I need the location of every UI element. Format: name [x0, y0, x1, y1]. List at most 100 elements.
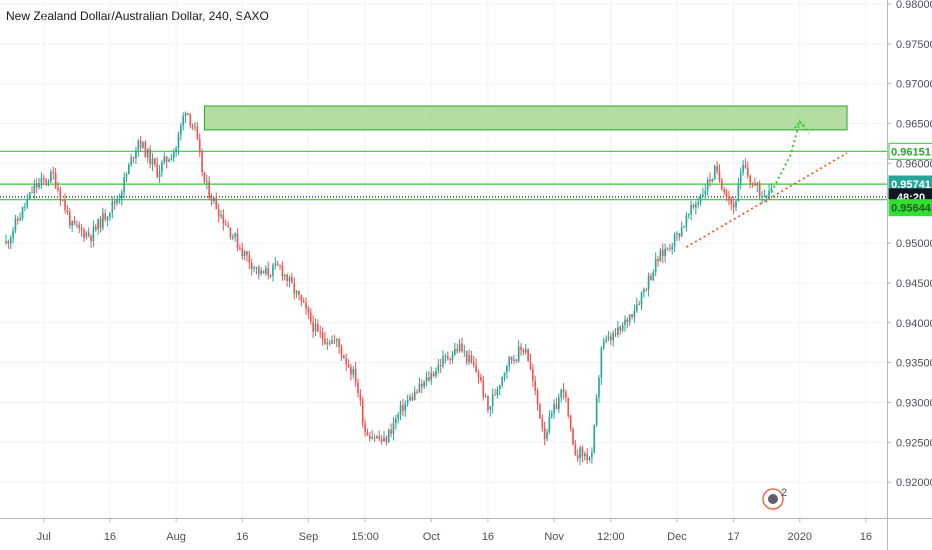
- projection-arrow[interactable]: [770, 119, 811, 193]
- candle-up: [326, 342, 329, 344]
- candle-up: [24, 206, 26, 208]
- candle-up: [633, 310, 636, 317]
- candle-down: [368, 435, 371, 439]
- candle-down: [449, 358, 451, 361]
- candle-down: [94, 226, 97, 230]
- candle-down: [586, 453, 589, 461]
- candle-down: [730, 199, 733, 205]
- candle-down: [390, 429, 392, 434]
- candle-up: [770, 188, 773, 191]
- candle-down: [309, 312, 312, 322]
- x-tick-label: 12:00: [597, 531, 625, 543]
- candle-down: [132, 157, 135, 159]
- candle-up: [352, 368, 355, 375]
- y-tick-label: 0.92500: [896, 437, 932, 449]
- candle-down: [716, 166, 718, 171]
- candle-up: [128, 164, 130, 174]
- candle-up: [111, 201, 114, 213]
- candle-up: [168, 159, 170, 162]
- candle-up: [498, 385, 501, 390]
- candle-down: [520, 346, 522, 351]
- candle-up: [118, 199, 121, 201]
- candle-down: [619, 327, 622, 331]
- candle-down: [581, 447, 584, 457]
- candle-down: [347, 364, 350, 368]
- candle-down: [113, 201, 116, 204]
- candle-up: [664, 248, 666, 257]
- candle-down: [378, 436, 381, 440]
- candle-up: [425, 376, 428, 382]
- candle-down: [725, 192, 728, 198]
- candle-down: [494, 394, 496, 396]
- candle-down: [99, 218, 102, 229]
- candle-up: [371, 437, 374, 439]
- candle-down: [222, 214, 225, 224]
- candle-down: [527, 349, 529, 362]
- candle-down: [477, 371, 480, 377]
- candle-down: [16, 218, 19, 221]
- x-tick-label: 16: [236, 531, 248, 543]
- candle-up: [161, 162, 163, 172]
- candle-up: [85, 232, 88, 238]
- candle-down: [321, 332, 324, 339]
- candle-up: [437, 364, 440, 371]
- candle-up: [706, 179, 709, 191]
- y-tick-label: 0.94500: [896, 278, 932, 290]
- candle-up: [617, 327, 619, 335]
- price-tag-label: 0.95644: [891, 203, 932, 215]
- candle-up: [640, 292, 643, 305]
- candle-down: [567, 397, 570, 416]
- candle-down: [68, 211, 71, 226]
- candle-up: [491, 394, 494, 407]
- candle-up: [272, 265, 274, 276]
- candle-up: [463, 350, 466, 352]
- candle-down: [420, 384, 423, 387]
- candle-up: [742, 164, 744, 173]
- candle-down: [361, 400, 364, 424]
- price-tag: [888, 142, 932, 160]
- x-tick-label: 16: [860, 531, 872, 543]
- candle-down: [340, 347, 343, 356]
- candle-up: [151, 158, 154, 165]
- candle-up: [683, 226, 685, 228]
- candle-up: [399, 404, 402, 415]
- candle-down: [416, 391, 418, 393]
- candle-down: [35, 183, 38, 188]
- candle-up: [659, 249, 662, 262]
- candle-up: [643, 289, 645, 293]
- y-tick-label: 0.97000: [896, 79, 932, 91]
- y-tick-label: 0.95000: [896, 238, 932, 250]
- resistance-zone[interactable]: [203, 105, 848, 131]
- candle-down: [45, 179, 47, 183]
- candle-up: [713, 166, 716, 180]
- candle-down: [324, 338, 326, 344]
- x-tick-label: Sep: [299, 531, 319, 543]
- candle-up: [40, 177, 43, 183]
- candle-down: [522, 350, 525, 353]
- candle-up: [501, 376, 503, 386]
- candle-up: [699, 196, 702, 203]
- candle-down: [661, 249, 664, 257]
- candle-up: [673, 234, 676, 247]
- candle-down: [224, 223, 227, 226]
- candle-up: [517, 346, 520, 361]
- candle-up: [588, 457, 591, 461]
- candle-up: [184, 113, 187, 116]
- candle-down: [333, 340, 336, 342]
- candle-up: [593, 424, 596, 453]
- snapshot-icon-core: [768, 494, 778, 504]
- candle-down: [728, 197, 730, 200]
- candle-down: [744, 164, 747, 168]
- support-trendline[interactable]: [685, 152, 848, 248]
- candle-up: [442, 356, 444, 366]
- x-tick-label: Oct: [423, 531, 440, 543]
- candle-up: [595, 397, 598, 425]
- candle-up: [635, 304, 638, 311]
- x-tick-label: 2020: [788, 531, 812, 543]
- candle-down: [723, 189, 726, 193]
- candles-layer: [5, 111, 773, 466]
- x-tick-label: 17: [728, 531, 740, 543]
- candle-down: [78, 224, 81, 229]
- candle-up: [735, 201, 737, 208]
